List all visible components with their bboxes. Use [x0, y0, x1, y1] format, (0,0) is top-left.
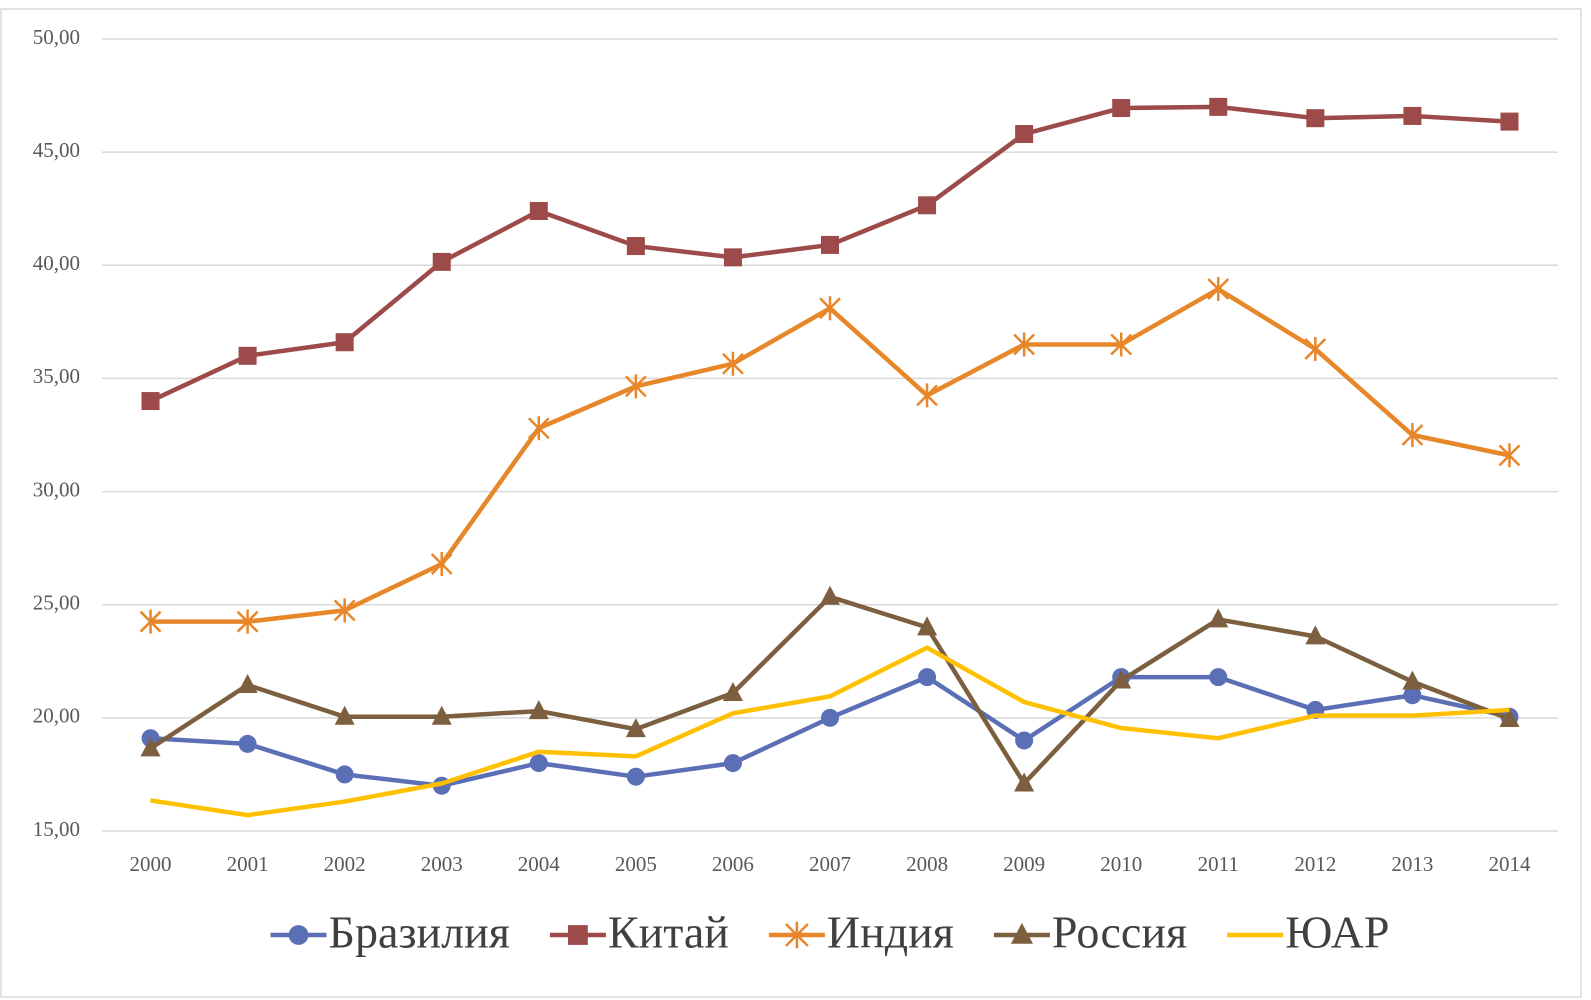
x-tick-label: 2010: [1100, 852, 1142, 876]
marker: [819, 296, 841, 321]
marker: [1209, 97, 1228, 116]
marker: [1015, 731, 1034, 750]
marker: [528, 700, 549, 720]
marker: [1499, 707, 1520, 727]
marker: [237, 674, 258, 694]
marker: [529, 754, 548, 773]
marker: [918, 668, 937, 687]
y-tick-label: 45,00: [33, 138, 80, 162]
y-tick-label: 40,00: [33, 251, 80, 275]
y-tick-label: 25,00: [33, 591, 80, 615]
marker: [139, 609, 162, 634]
marker: [1010, 922, 1033, 944]
marker: [1306, 109, 1325, 128]
series-line: [150, 645, 1510, 818]
marker: [431, 705, 452, 725]
marker: [1112, 99, 1131, 118]
marker: [1208, 608, 1229, 628]
legend-label: Индия: [827, 907, 954, 958]
marker: [821, 708, 839, 727]
marker: [1014, 772, 1035, 792]
marker: [333, 598, 356, 623]
marker: [1498, 443, 1521, 468]
marker: [1305, 625, 1326, 645]
marker: [1013, 332, 1036, 357]
marker: [288, 925, 309, 945]
marker: [1402, 670, 1423, 690]
marker: [1401, 423, 1424, 447]
marker: [238, 734, 257, 753]
marker: [625, 718, 646, 738]
marker: [140, 737, 161, 757]
marker: [1403, 106, 1422, 125]
x-tick-label: 2005: [615, 852, 657, 876]
marker: [626, 767, 645, 786]
marker: [335, 765, 354, 784]
marker: [1209, 668, 1228, 687]
marker: [1207, 277, 1230, 302]
marker: [527, 416, 550, 441]
x-tick-label: 2000: [130, 852, 172, 876]
marker: [785, 921, 809, 949]
legend-label: Россия: [1052, 907, 1187, 958]
x-tick-label: 2006: [712, 852, 754, 876]
marker: [918, 196, 937, 215]
legend-label: Бразилия: [329, 907, 510, 958]
y-tick-label: 50,00: [33, 25, 80, 49]
legend-label: Китай: [608, 907, 729, 958]
marker: [238, 346, 257, 365]
x-tick-label: 2009: [1003, 852, 1045, 876]
marker: [432, 252, 451, 271]
y-tick-label: 35,00: [33, 364, 80, 388]
y-tick-label: 30,00: [33, 477, 80, 501]
marker: [917, 616, 938, 636]
x-tick-label: 2002: [324, 852, 366, 876]
marker: [1111, 669, 1132, 689]
marker: [1304, 337, 1327, 362]
x-tick-label: 2004: [518, 852, 561, 876]
marker: [1500, 112, 1519, 131]
x-tick-label: 2007: [809, 852, 851, 876]
legend-label: ЮАР: [1285, 907, 1389, 958]
marker: [820, 585, 840, 605]
marker: [335, 333, 354, 352]
x-tick-label: 2008: [906, 852, 948, 876]
marker: [626, 237, 645, 256]
marker: [916, 383, 938, 408]
marker: [567, 925, 588, 945]
marker: [722, 351, 744, 376]
chart-frame: [0, 8, 1582, 998]
marker: [821, 235, 839, 254]
marker: [723, 248, 742, 267]
marker: [529, 201, 548, 220]
marker: [236, 609, 259, 634]
x-tick-label: 2003: [421, 852, 463, 876]
x-tick-label: 2014: [1488, 852, 1531, 876]
marker: [723, 754, 742, 773]
x-tick-label: 2013: [1391, 852, 1433, 876]
x-tick-label: 2012: [1294, 852, 1336, 876]
y-tick-label: 15,00: [33, 817, 80, 841]
marker: [1110, 332, 1133, 357]
marker: [430, 551, 453, 576]
marker: [1403, 686, 1422, 705]
marker: [722, 681, 743, 701]
x-tick-label: 2011: [1198, 852, 1239, 876]
y-tick-label: 20,00: [33, 704, 80, 728]
marker: [624, 374, 647, 399]
marker: [141, 392, 160, 411]
legend: Бразилия Китай Индия Россия ЮАР: [270, 907, 1389, 958]
marker: [334, 705, 355, 725]
x-tick-label: 2001: [227, 852, 269, 876]
marker: [1015, 125, 1034, 144]
